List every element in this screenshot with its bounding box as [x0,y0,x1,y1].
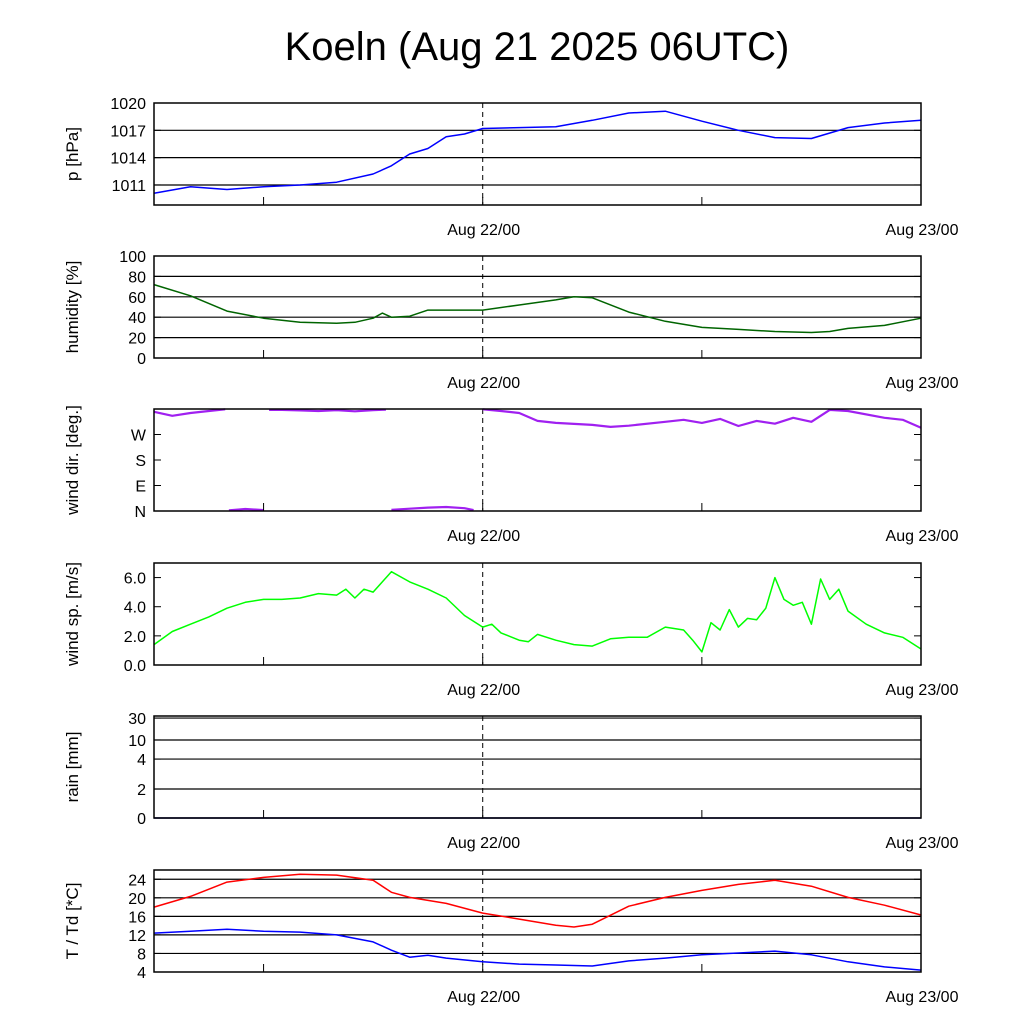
y-tick-label: 1020 [110,96,146,113]
y-tick-label: 4.0 [124,600,146,617]
y-tick-label: W [131,428,147,445]
series-line-td [153,928,922,971]
y-axis-label: wind dir. [deg.] [63,405,82,516]
x-tick-label: Aug 23/00 [886,682,959,699]
y-tick-label: 8 [137,946,146,963]
x-tick-label: Aug 23/00 [886,375,959,392]
y-tick-label: 20 [128,331,146,348]
panel-rain: 0 2 4 10 30 rain [mm] Aug 22/00 Aug 23/00 [63,711,959,852]
y-tick-label: N [134,504,146,521]
plot-frame [153,869,922,973]
y-tick-label: 1014 [110,151,146,168]
chart-title: Koeln (Aug 21 2025 06UTC) [285,25,790,69]
y-tick-label: 80 [128,269,146,286]
plot-frame [153,255,922,359]
x-tick-label: Aug 23/00 [886,222,959,239]
y-tick-label: 4 [137,965,146,982]
series-line-wind-direction [228,507,264,512]
y-axis-label: wind sp. [m/s] [63,562,82,667]
y-tick-label: 4 [137,752,146,769]
x-tick-label: Aug 22/00 [447,835,520,852]
x-tick-label: Aug 23/00 [886,528,959,545]
series-line-pressure [153,110,922,194]
y-tick-label: 24 [128,872,146,889]
y-tick-label: 60 [128,290,146,307]
y-tick-label: 6.0 [124,571,146,588]
series-line-wind-direction [153,408,226,417]
y-tick-label: 10 [128,733,146,750]
y-tick-label: 2 [137,782,146,799]
y-axis-label: rain [mm] [63,732,82,803]
y-tick-label: E [135,479,146,496]
panel-pressure: 1011 1014 1017 1020 p [hPa] Aug 22/00 Aug 23/0… [63,96,959,239]
x-tick-label: Aug 22/00 [447,222,520,239]
panel-humidity: 0 20 40 60 80 100 humidity [%] Aug 22/00 Aug 23/… [63,249,959,392]
panel-wind_speed: 0.0 2.0 4.0 6.0 wind sp. [m/s] Aug 22/00 Aug 2… [63,562,959,699]
plot-frame [153,562,922,666]
y-tick-label: 12 [128,928,146,945]
y-axis-label: humidity [%] [63,261,82,354]
series-line-t [153,873,922,928]
y-axis-label: p [hPa] [63,127,82,181]
x-tick-label: Aug 23/00 [886,989,959,1006]
y-tick-label: 100 [119,249,146,266]
x-tick-label: Aug 22/00 [447,528,520,545]
y-tick-label: 16 [128,909,146,926]
series-line-wind-direction [391,505,474,512]
y-tick-label: 1017 [110,123,146,140]
y-tick-label: 30 [128,711,146,728]
series-line-wind-direction [269,408,386,413]
y-tick-label: 1011 [112,178,147,195]
x-tick-label: Aug 23/00 [886,835,959,852]
x-tick-label: Aug 22/00 [447,375,520,392]
series-line-wind-speed [153,570,922,653]
plot-frame [153,715,922,819]
y-tick-label: 0 [137,811,146,828]
y-axis-label: T / Td [*C] [63,883,82,960]
series-line-wind-direction [482,408,922,429]
y-tick-label: 40 [128,310,146,327]
y-tick-label: S [135,453,146,470]
x-tick-label: Aug 22/00 [447,989,520,1006]
series-line-humidity [153,283,922,334]
x-tick-label: Aug 22/00 [447,682,520,699]
plot-frame [153,102,922,206]
y-tick-label: 20 [128,891,146,908]
y-tick-label: 2.0 [124,629,146,646]
y-tick-label: 0.0 [124,658,146,675]
y-tick-label: 0 [137,351,146,368]
